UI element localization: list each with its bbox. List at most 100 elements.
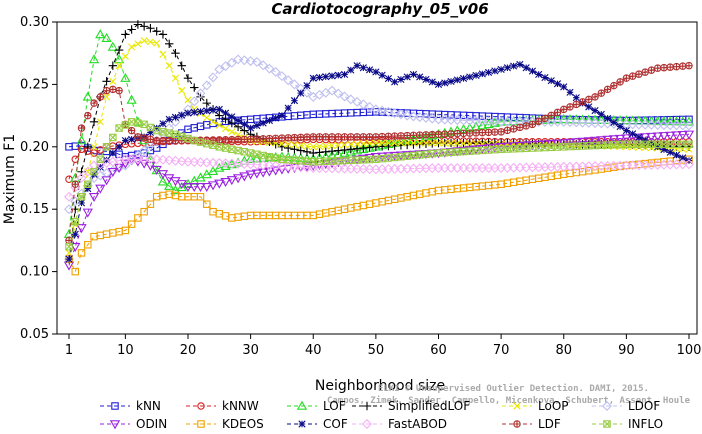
data-point bbox=[272, 135, 279, 142]
data-point bbox=[528, 67, 537, 75]
data-point bbox=[614, 134, 626, 144]
data-point bbox=[671, 120, 682, 131]
data-point bbox=[215, 105, 223, 113]
data-point bbox=[290, 156, 299, 164]
data-point bbox=[589, 136, 601, 146]
data-point bbox=[278, 155, 286, 163]
data-point bbox=[623, 74, 630, 82]
data-point bbox=[76, 224, 87, 234]
data-point bbox=[529, 121, 536, 128]
data-point bbox=[565, 117, 575, 128]
data-point bbox=[485, 68, 493, 77]
legend-label: FastABOD bbox=[388, 417, 447, 431]
legend-item: LDOF bbox=[592, 399, 660, 413]
data-point bbox=[216, 136, 223, 144]
data-point bbox=[416, 139, 424, 147]
data-point bbox=[603, 420, 611, 428]
data-point bbox=[322, 133, 329, 141]
x-axis: 1 10 20 30 40 50 60 70 80 90 100 bbox=[65, 334, 701, 358]
data-point bbox=[665, 131, 676, 141]
data-point bbox=[516, 124, 524, 131]
data-point bbox=[627, 115, 638, 125]
data-point bbox=[596, 136, 607, 146]
data-point bbox=[147, 136, 154, 143]
data-point bbox=[90, 149, 98, 157]
data-point bbox=[139, 22, 149, 31]
data-point bbox=[672, 140, 681, 148]
x-tick-label: 50 bbox=[368, 343, 385, 358]
data-point bbox=[345, 163, 356, 174]
data-point bbox=[140, 134, 148, 142]
data-point bbox=[385, 133, 392, 140]
data-point bbox=[327, 146, 337, 156]
data-point bbox=[377, 105, 388, 116]
data-point bbox=[666, 140, 674, 148]
data-point bbox=[397, 139, 405, 147]
data-point bbox=[121, 121, 129, 129]
data-point bbox=[146, 24, 155, 33]
data-point bbox=[616, 122, 624, 131]
data-point bbox=[633, 115, 645, 125]
data-point bbox=[153, 126, 161, 135]
data-point bbox=[647, 140, 656, 148]
data-point bbox=[359, 156, 367, 164]
data-point bbox=[245, 170, 256, 180]
data-point bbox=[478, 146, 486, 155]
data-point bbox=[622, 126, 630, 135]
data-point bbox=[108, 61, 118, 70]
data-point bbox=[190, 136, 198, 145]
data-point bbox=[397, 153, 405, 161]
data-point bbox=[441, 79, 449, 87]
data-point bbox=[483, 116, 494, 127]
data-point bbox=[64, 204, 74, 215]
data-point bbox=[232, 174, 244, 184]
data-point bbox=[665, 116, 676, 126]
data-point bbox=[88, 54, 100, 64]
data-point bbox=[408, 150, 419, 160]
data-point bbox=[128, 118, 136, 126]
data-point bbox=[84, 185, 92, 193]
data-point bbox=[327, 85, 338, 96]
data-point bbox=[384, 154, 392, 162]
data-point bbox=[408, 111, 419, 122]
data-point bbox=[203, 140, 211, 148]
data-point bbox=[303, 157, 311, 165]
data-point bbox=[391, 153, 399, 161]
data-point bbox=[389, 108, 400, 119]
data-point bbox=[434, 80, 443, 88]
legend-item: LoOP bbox=[502, 399, 569, 413]
data-point bbox=[264, 63, 275, 74]
data-point bbox=[414, 112, 425, 123]
data-point bbox=[302, 87, 312, 98]
data-point bbox=[654, 64, 661, 72]
data-point bbox=[234, 117, 242, 125]
data-point bbox=[77, 192, 86, 201]
data-point bbox=[165, 39, 174, 49]
data-point bbox=[497, 128, 505, 136]
data-point bbox=[158, 30, 168, 39]
data-point bbox=[121, 52, 129, 60]
data-point bbox=[466, 147, 474, 155]
data-point bbox=[153, 124, 161, 132]
data-point bbox=[245, 56, 256, 67]
data-point bbox=[178, 111, 186, 119]
data-point bbox=[159, 128, 167, 136]
data-point bbox=[471, 115, 482, 126]
data-point bbox=[434, 139, 443, 147]
data-point bbox=[660, 64, 668, 71]
data-point bbox=[403, 139, 411, 147]
data-point bbox=[178, 132, 186, 140]
data-point bbox=[146, 123, 155, 132]
data-point bbox=[276, 71, 287, 82]
data-point bbox=[553, 143, 562, 151]
data-point bbox=[220, 177, 231, 188]
x-tick-label: 40 bbox=[305, 343, 322, 358]
data-point bbox=[340, 70, 349, 79]
legend-item: ODIN bbox=[100, 417, 167, 431]
data-point bbox=[328, 142, 336, 150]
data-point bbox=[183, 156, 193, 167]
legend: kNN kNNW LOF SimplifiedLOF LoOP LDOF ODIN KDEOS… bbox=[100, 399, 663, 431]
data-point bbox=[547, 77, 555, 85]
data-point bbox=[608, 135, 619, 145]
data-point bbox=[146, 128, 155, 137]
